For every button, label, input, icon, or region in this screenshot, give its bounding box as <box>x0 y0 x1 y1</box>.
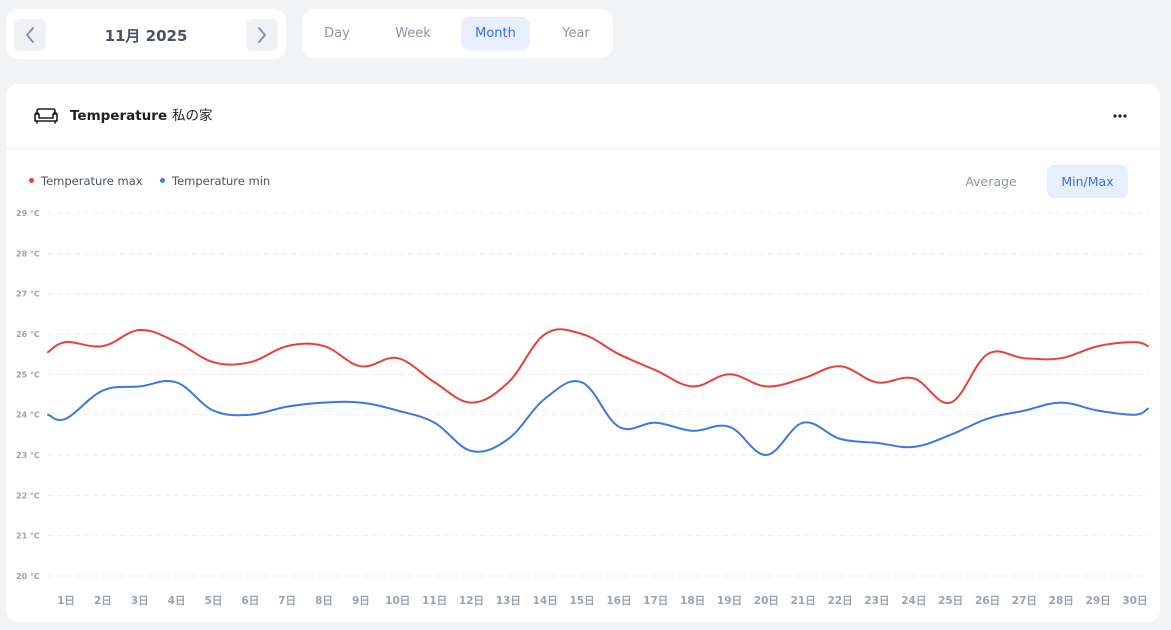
date-navigator: 11月 2025 <box>6 9 286 59</box>
temperature-line-chart: 29 °C 28 °C 27 °C 26 °C 25 °C 24 °C 23 °C 22 °C… <box>16 209 1149 607</box>
x-tick-label: 18日 <box>680 595 705 607</box>
title-separator: - <box>158 108 163 124</box>
location-name: 私の家 <box>172 108 213 124</box>
card-title: Temperature <box>70 108 168 124</box>
x-tick-label: 13日 <box>496 595 521 607</box>
x-tick-label: 12日 <box>459 595 484 607</box>
x-tick-label: 30日 <box>1122 595 1147 607</box>
x-tick-label: 28日 <box>1049 595 1074 607</box>
next-month-button[interactable] <box>246 19 278 51</box>
x-tick-label: 7日 <box>278 595 296 607</box>
x-tick-label: 15日 <box>569 595 594 607</box>
x-tick-label: 26日 <box>975 595 1000 607</box>
x-tick-label: 6日 <box>241 595 259 607</box>
y-tick-label: 25 °C <box>16 370 40 379</box>
y-tick-label: 21 °C <box>16 532 40 541</box>
y-tick-label: 28 °C <box>16 249 40 258</box>
x-tick-label: 10日 <box>385 595 410 607</box>
current-month-label: 11月 2025 <box>104 27 188 45</box>
x-tick-label: 14日 <box>533 595 558 607</box>
x-tick-label: 16日 <box>606 595 631 607</box>
x-tick-label: 11日 <box>422 595 447 607</box>
y-tick-label: 26 °C <box>16 330 40 339</box>
x-tick-label: 3日 <box>131 595 149 607</box>
legend-item-min[interactable]: Temperature min <box>160 173 270 189</box>
temperature-card: Temperature - 私の家 Temperature max Temper… <box>6 84 1160 622</box>
legend-label-min: Temperature min <box>172 174 271 188</box>
x-tick-label: 4日 <box>168 595 186 607</box>
card-header: Temperature - 私の家 <box>6 84 1160 149</box>
previous-month-button[interactable] <box>14 19 46 51</box>
more-horizontal-icon <box>1113 114 1127 118</box>
x-tick-label: 17日 <box>643 595 668 607</box>
average-mode-button[interactable]: Average <box>965 174 1017 189</box>
tab-month[interactable]: Month <box>461 17 530 50</box>
tab-year[interactable]: Year <box>562 26 590 41</box>
x-tick-label: 5日 <box>205 595 223 607</box>
legend-dot-min <box>160 178 165 183</box>
sofa-icon <box>34 108 58 124</box>
y-tick-label: 20 °C <box>16 572 40 581</box>
legend-label-max: Temperature max <box>41 174 143 188</box>
chevron-left-icon <box>26 27 34 43</box>
more-options-button[interactable] <box>1106 104 1134 128</box>
legend-dot-max <box>29 178 34 183</box>
x-tick-label: 23日 <box>864 595 889 607</box>
minmax-mode-button[interactable]: Min/Max <box>1047 165 1128 198</box>
x-tick-label: 22日 <box>827 595 852 607</box>
x-tick-label: 27日 <box>1012 595 1037 607</box>
x-tick-label: 29日 <box>1086 595 1111 607</box>
chevron-right-icon <box>258 27 266 43</box>
y-tick-label: 27 °C <box>16 290 40 299</box>
x-tick-label: 2日 <box>94 595 112 607</box>
x-tick-label: 8日 <box>315 595 333 607</box>
x-tick-label: 19日 <box>717 595 742 607</box>
y-tick-label: 29 °C <box>16 209 40 218</box>
y-tick-label: 23 °C <box>16 451 40 460</box>
legend-item-max[interactable]: Temperature max <box>29 173 143 189</box>
y-tick-label: 22 °C <box>16 491 40 500</box>
x-tick-label: 9日 <box>352 595 370 607</box>
x-tick-label: 24日 <box>901 595 926 607</box>
y-tick-label: 24 °C <box>16 411 40 420</box>
tab-week[interactable]: Week <box>395 26 431 41</box>
x-tick-label: 1日 <box>57 595 75 607</box>
x-tick-label: 21日 <box>791 595 816 607</box>
x-tick-label: 20日 <box>754 595 779 607</box>
period-tabs: Day Week Month Year <box>302 9 613 58</box>
series-line-max[interactable] <box>47 328 1149 404</box>
series-line-min[interactable] <box>47 379 1149 457</box>
tab-day[interactable]: Day <box>324 26 350 41</box>
x-tick-label: 25日 <box>938 595 963 607</box>
